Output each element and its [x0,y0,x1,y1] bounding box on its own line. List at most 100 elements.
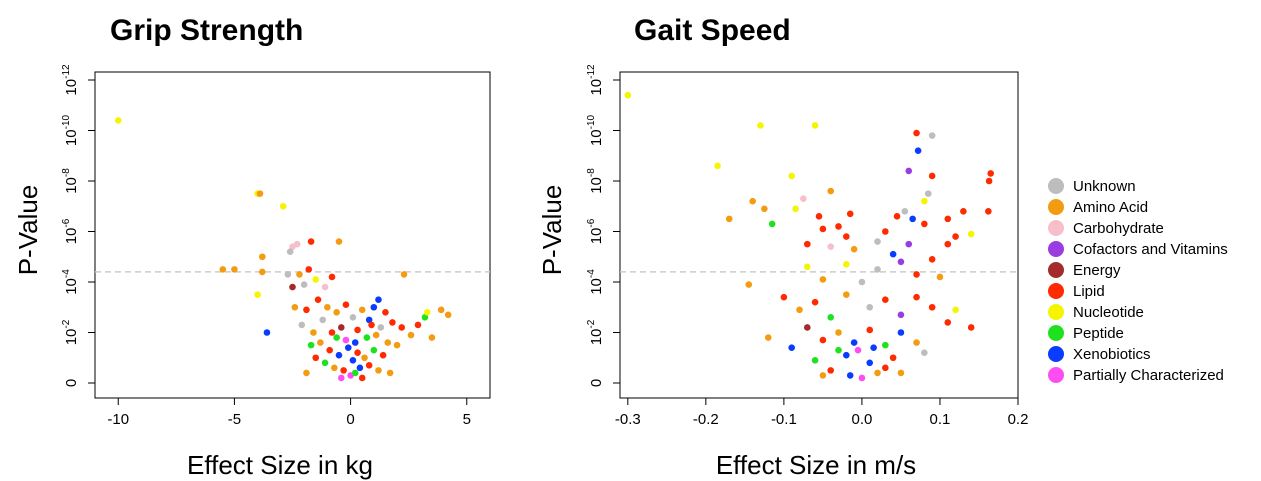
data-point [305,266,313,273]
y-tick-label: 10-8 [61,168,80,194]
data-point [768,220,776,228]
data-point [328,329,336,336]
data-point [866,326,874,334]
data-point [858,374,866,382]
data-point [307,238,315,245]
data-point [967,324,975,331]
data-point [349,314,357,321]
data-point [960,208,967,215]
data-point [893,213,901,220]
data-point [444,311,452,319]
data-point [866,303,874,311]
legend-swatch [1048,283,1064,299]
data-point [843,291,850,298]
y-tick-label: 10-10 [61,114,80,146]
data-point [882,364,889,372]
data-point [909,215,916,223]
data-point [874,238,881,245]
data-point [258,253,266,261]
legend-swatch [1048,241,1064,257]
data-point [874,369,881,377]
legend-label: Energy [1073,262,1121,279]
data-point [358,374,366,382]
data-point [913,129,920,137]
data-point [944,240,952,248]
data-point [788,172,795,180]
data-point [749,197,756,205]
data-point [351,339,359,346]
data-point [811,356,819,364]
data-point [356,364,364,372]
data-point [342,336,350,344]
data-point [279,202,287,210]
data-point [375,367,382,374]
data-point [379,351,387,359]
data-point [914,147,922,154]
data-point [293,240,301,248]
data-point [745,281,753,288]
data-point [850,339,858,346]
data-point [286,248,294,255]
data-point [114,117,122,124]
data-point [897,311,905,319]
data-point [843,261,850,268]
data-point [874,266,881,273]
data-point [342,301,350,309]
data-point [351,369,359,377]
data-point [375,296,382,303]
data-point [921,220,928,228]
x-tick-label: 0 [346,411,354,428]
data-point [231,266,238,273]
data-point [389,319,396,326]
data-point [803,240,811,248]
data-point [870,344,877,351]
data-point [624,91,632,99]
legend-label: Unknown [1073,178,1136,195]
data-point [757,122,764,129]
legend-swatch [1048,304,1064,320]
data-point [303,369,310,377]
data-point [291,303,299,311]
data-point [928,255,936,263]
data-point [819,336,827,344]
y-tick-label: 10-8 [586,168,605,194]
x-tick-label: -0.2 [693,411,719,428]
data-point [796,306,803,314]
data-point [354,326,361,334]
data-point [764,334,772,341]
data-point [314,296,322,303]
legend-label: Lipid [1073,283,1105,300]
data-point [414,321,422,329]
data-point [987,170,994,177]
data-point [393,341,401,349]
data-point [296,271,303,278]
data-point [219,266,227,273]
panel-title: Grip Strength [110,14,303,47]
x-tick-label: -0.1 [771,411,797,428]
data-point [803,263,811,271]
data-point [407,331,415,339]
data-point [944,319,952,326]
data-point [400,271,408,278]
data-point [368,321,375,329]
data-point [337,324,345,331]
x-tick-label: 0.0 [851,411,872,428]
y-tick-label: 0 [588,379,605,387]
legend-label: Amino Acid [1073,199,1148,216]
data-point [386,369,394,377]
x-tick-label: 0.1 [930,411,951,428]
data-point [344,344,352,351]
data-point [985,208,992,215]
data-point [363,334,371,341]
data-point [952,233,959,240]
y-tick-label: 10-6 [61,218,80,244]
data-point [256,190,264,197]
legend-swatch [1048,220,1064,236]
data-point [882,228,889,235]
data-point [714,162,721,170]
data-point [349,356,357,364]
data-point [811,298,819,306]
data-point [846,372,854,379]
data-point [835,329,842,336]
